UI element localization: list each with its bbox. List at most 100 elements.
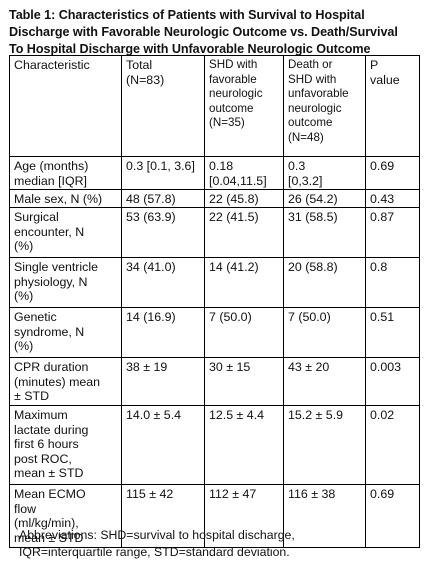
cell-death-or-unfavorable-line: 43 ± 20	[288, 360, 330, 374]
cell-shd-favorable: 12.5 ± 4.4	[204, 405, 284, 485]
cell-total-line: 48 (57.8)	[126, 192, 176, 206]
cell-shd-favorable: 112 ± 47	[204, 484, 284, 548]
cell-shd-favorable-line: [0.04,11.5]	[209, 173, 267, 188]
cell-death-or-unfavorable-line: Death or	[288, 58, 333, 71]
title-line: Discharge with Favorable Neurologic Outc…	[9, 25, 398, 39]
cell-total: 115 ± 42	[121, 484, 205, 548]
cell-characteristic-line: post ROC,	[14, 451, 72, 466]
cell-shd-favorable: 22 (45.8)	[204, 189, 284, 208]
cell-characteristic-line: flow	[14, 501, 37, 516]
cell-characteristic-line: Maximum	[14, 408, 68, 422]
table-row: Surgical encounter, N (%) 53 (63.9) 22 (41.5…	[9, 207, 420, 258]
cell-shd-favorable-line: 14 (41.2)	[209, 260, 259, 274]
cell-death-or-unfavorable-line: 0.3	[288, 159, 306, 173]
table-row: Mean ECMO flow (ml/kg/min), mean ± STD 115 ±…	[9, 484, 420, 548]
cell-p-value-line: P	[370, 58, 379, 72]
header-row: Characteristic Total (N=83) SHD with favor…	[9, 55, 420, 157]
cell-shd-favorable-line: 22 (45.8)	[209, 192, 259, 206]
cell-characteristic-line: (%)	[14, 339, 34, 353]
cell-characteristic-line: Male sex, N (%)	[14, 192, 103, 206]
cell-p-value: 0.43	[365, 189, 420, 208]
cell-death-or-unfavorable-line: 26 (54.2)	[288, 192, 338, 206]
cell-shd-favorable-line: SHD with	[209, 58, 258, 71]
cell-characteristic-line: (ml/kg/min),	[14, 516, 79, 530]
header-characteristic: Characteristic	[9, 55, 122, 157]
cell-p-value-line: 0.69	[370, 487, 395, 501]
abbreviations-footnote: Abbreviations: SHD=survival to hospital …	[19, 527, 429, 561]
cell-death-or-unfavorable-line: 7 (50.0)	[288, 310, 331, 324]
cell-characteristic-line: first 6 hours	[14, 437, 79, 451]
cell-characteristic-line: (%)	[14, 239, 34, 253]
cell-characteristic-line: (minutes) mean	[14, 374, 101, 389]
table-row: CPR duration (minutes) mean ± STD 38 ± 19 30…	[9, 357, 420, 406]
cell-shd-favorable: 14 (41.2)	[204, 257, 284, 308]
cell-p-value: 0.51	[365, 307, 420, 358]
cell-death-or-unfavorable-line: 15.2 ± 5.9	[288, 408, 344, 422]
header-total: Total (N=83)	[121, 55, 205, 157]
cell-death-or-unfavorable: 26 (54.2)	[283, 189, 366, 208]
cell-death-or-unfavorable-line: 31 (58.5)	[288, 210, 338, 224]
cell-shd-favorable-line: 12.5 ± 4.4	[209, 408, 265, 422]
characteristics-table: Characteristic Total (N=83) SHD with favor…	[9, 55, 420, 548]
title-line: To Hospital Discharge with Unfavorable N…	[9, 42, 371, 56]
cell-shd-favorable-line: (N=35)	[209, 116, 245, 129]
header-shd-favorable: SHD with favorable neurologic outcome (N=35)	[204, 55, 284, 157]
cell-p-value-line: 0.02	[370, 408, 395, 422]
cell-characteristic: Male sex, N (%)	[9, 189, 122, 208]
cell-characteristic: Single ventricle physiology, N (%)	[9, 257, 122, 308]
cell-death-or-unfavorable: 0.3 [0,3.2]	[283, 156, 366, 190]
cell-shd-favorable-line: 0.18	[209, 159, 234, 173]
cell-death-or-unfavorable: 20 (58.8)	[283, 257, 366, 308]
cell-death-or-unfavorable-line: 116 ± 38	[288, 487, 336, 501]
cell-p-value-line: 0.8	[370, 260, 388, 274]
cell-p-value: 0.8	[365, 257, 420, 308]
cell-shd-favorable-line: 30 ± 15	[209, 360, 251, 374]
table-title: Table 1: Characteristics of Patients wit…	[9, 7, 434, 58]
cell-p-value: 0.87	[365, 207, 420, 258]
cell-characteristic: Maximum lactate during first 6 hours post R…	[9, 405, 122, 485]
cell-p-value-line: 0.87	[370, 210, 395, 224]
cell-characteristic: Age (months) median [IQR]	[9, 156, 122, 190]
cell-death-or-unfavorable-line: [0,3.2]	[288, 173, 323, 188]
table-row: Single ventricle physiology, N (%) 34 (41.0…	[9, 257, 420, 308]
cell-characteristic-line: mean ± STD	[14, 530, 84, 545]
cell-total: 34 (41.0)	[121, 257, 205, 308]
cell-total-line: Total	[126, 58, 153, 72]
cell-characteristic-line: encounter, N	[14, 224, 85, 239]
cell-characteristic-line: mean ± STD	[14, 466, 84, 480]
cell-death-or-unfavorable-line: neurologic	[288, 101, 342, 115]
cell-characteristic: CPR duration (minutes) mean ± STD	[9, 357, 122, 406]
cell-shd-favorable-line: 112 ± 47	[209, 487, 257, 501]
cell-total: 0.3 [0.1, 3.6]	[121, 156, 205, 190]
cell-total-line: 53 (63.9)	[126, 210, 176, 224]
cell-death-or-unfavorable-line: unfavorable	[288, 87, 349, 100]
cell-shd-favorable: 22 (41.5)	[204, 207, 284, 258]
cell-characteristic: Surgical encounter, N (%)	[9, 207, 122, 258]
cell-total-line: 38 ± 19	[126, 360, 168, 374]
cell-total-line: 0.3 [0.1, 3.6]	[126, 159, 195, 173]
cell-death-or-unfavorable: 31 (58.5)	[283, 207, 366, 258]
cell-characteristic: Genetic syndrome, N (%)	[9, 307, 122, 358]
cell-p-value: 0.02	[365, 405, 420, 485]
footnote-line: IQR=interquartile range, STD=standard de…	[19, 545, 290, 559]
cell-p-value: 0.69	[365, 484, 420, 548]
cell-total-line: 115 ± 42	[126, 487, 174, 501]
cell-total-line: 14.0 ± 5.4	[126, 408, 182, 422]
cell-shd-favorable-line: 7 (50.0)	[209, 310, 252, 324]
cell-p-value: 0.003	[365, 357, 420, 406]
title-line: Table 1: Characteristics of Patients wit…	[9, 8, 365, 22]
cell-shd-favorable-line: 22 (41.5)	[209, 210, 259, 224]
footnote-line: Abbreviations: SHD=survival to hospital …	[19, 528, 295, 542]
table-row: Age (months) median [IQR] 0.3 [0.1, 3.6] 0.…	[9, 156, 420, 190]
cell-death-or-unfavorable: 7 (50.0)	[283, 307, 366, 358]
header-death-or-unfavorable: Death or SHD with unfavorable neurologic out…	[283, 55, 366, 157]
cell-total-line: 14 (16.9)	[126, 310, 176, 324]
cell-shd-favorable-line: neurologic	[209, 87, 263, 100]
cell-death-or-unfavorable-line: outcome	[288, 116, 333, 129]
cell-death-or-unfavorable: 43 ± 20	[283, 357, 366, 406]
cell-death-or-unfavorable-line: SHD with	[288, 72, 337, 86]
cell-shd-favorable-line: favorable	[209, 72, 257, 86]
cell-characteristic-line: (%)	[14, 289, 34, 303]
cell-death-or-unfavorable-line: 20 (58.8)	[288, 260, 338, 274]
cell-characteristic-line: Characteristic	[14, 58, 90, 72]
